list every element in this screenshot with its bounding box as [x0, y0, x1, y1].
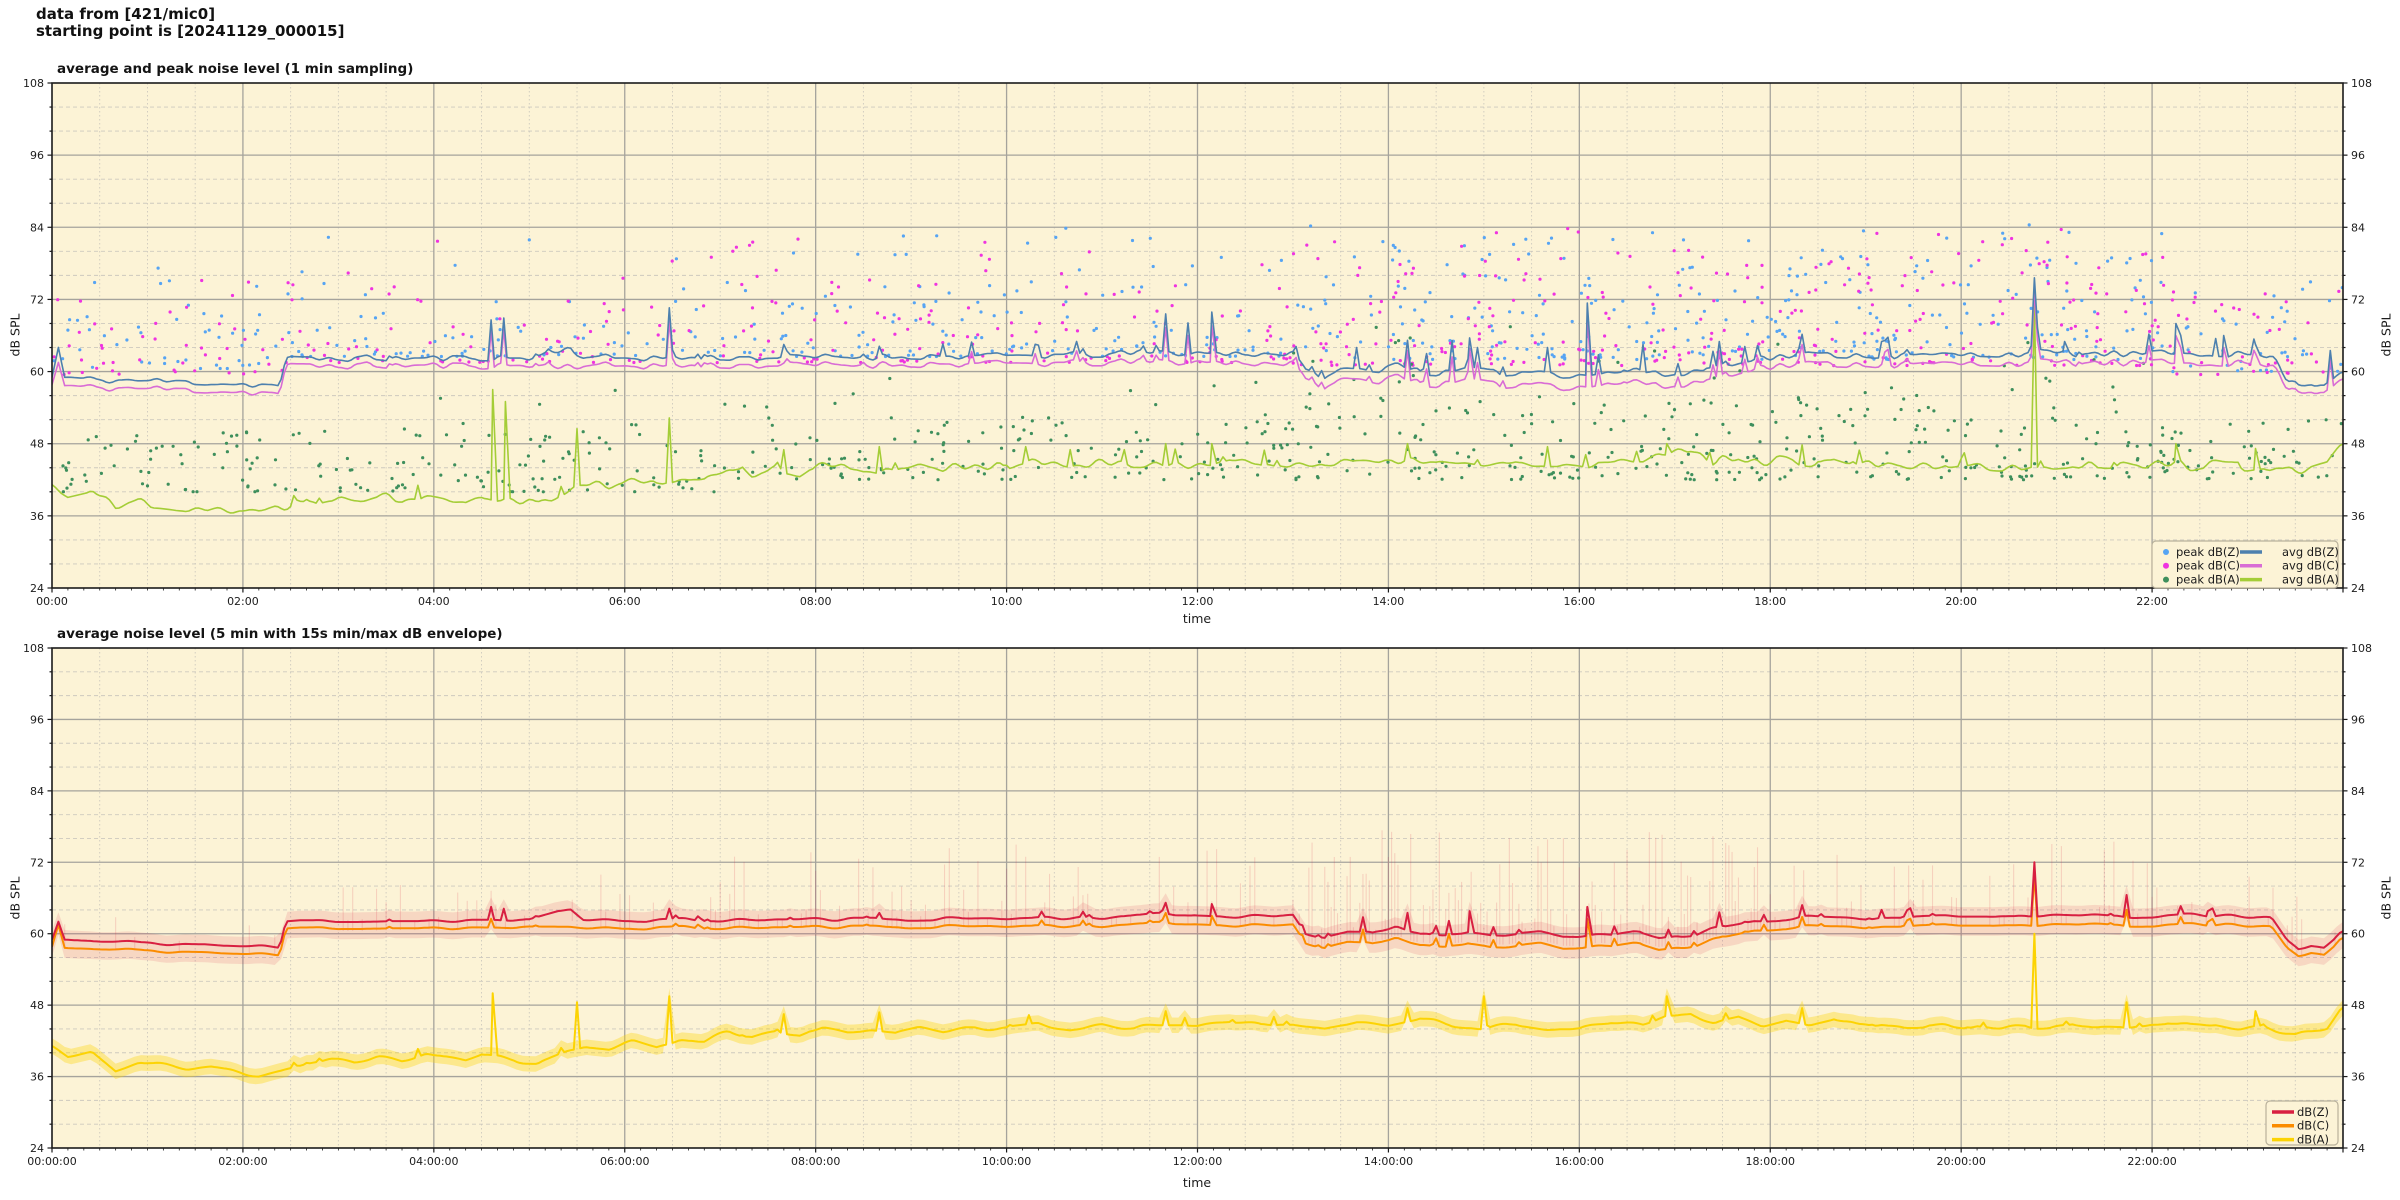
legend-label: avg dB(Z) — [2282, 545, 2339, 559]
svg-text:108: 108 — [23, 642, 44, 655]
legend-label: avg dB(C) — [2282, 559, 2339, 573]
max-envelope-spikes — [64, 830, 2336, 959]
top-yaxis-label-right: dB SPL — [2378, 313, 2394, 357]
line-db-z- — [52, 861, 2343, 951]
svg-text:10:00: 10:00 — [991, 595, 1023, 608]
svg-text:72: 72 — [30, 293, 44, 306]
svg-text:22:00: 22:00 — [2136, 595, 2168, 608]
top-xaxis-label: time — [1182, 611, 1212, 626]
svg-text:02:00: 02:00 — [227, 595, 259, 608]
svg-text:06:00:00: 06:00:00 — [600, 1155, 649, 1168]
svg-text:24: 24 — [2351, 582, 2365, 595]
svg-text:00:00:00: 00:00:00 — [27, 1155, 76, 1168]
header-source: data from [421/mic0] — [36, 5, 216, 23]
line-avg-db-z- — [52, 277, 2343, 388]
line-db-c- — [52, 873, 2343, 958]
svg-text:108: 108 — [23, 77, 44, 90]
svg-text:96: 96 — [2351, 149, 2365, 162]
line-avg-db-c- — [52, 289, 2343, 396]
svg-text:18:00:00: 18:00:00 — [1746, 1155, 1795, 1168]
svg-text:22:00:00: 22:00:00 — [2127, 1155, 2176, 1168]
bottom-chart-title: average noise level (5 min with 15s min/… — [57, 626, 503, 642]
svg-text:48: 48 — [30, 999, 44, 1012]
header-start-point: starting point is [20241129_000015] — [36, 22, 345, 40]
svg-text:16:00: 16:00 — [1563, 595, 1595, 608]
svg-text:02:00:00: 02:00:00 — [218, 1155, 267, 1168]
svg-text:24: 24 — [2351, 1142, 2365, 1155]
minmax-haze-gold — [52, 988, 2343, 1085]
svg-text:48: 48 — [2351, 999, 2365, 1012]
svg-text:96: 96 — [2351, 713, 2365, 726]
legend-label: dB(A) — [2297, 1132, 2329, 1146]
svg-text:12:00:00: 12:00:00 — [1173, 1155, 1222, 1168]
svg-text:10:00:00: 10:00:00 — [982, 1155, 1031, 1168]
svg-text:08:00:00: 08:00:00 — [791, 1155, 840, 1168]
svg-text:108: 108 — [2351, 77, 2372, 90]
gridlines — [52, 83, 2343, 588]
svg-text:84: 84 — [30, 221, 44, 234]
plot-area — [52, 830, 2343, 1085]
svg-text:84: 84 — [2351, 785, 2365, 798]
svg-text:36: 36 — [2351, 1071, 2365, 1084]
bottom-yaxis-label-right: dB SPL — [2378, 876, 2394, 920]
svg-text:20:00:00: 20:00:00 — [1936, 1155, 1985, 1168]
svg-text:04:00: 04:00 — [418, 595, 450, 608]
svg-text:96: 96 — [30, 149, 44, 162]
svg-text:24: 24 — [30, 1142, 44, 1155]
legend-label: peak dB(Z) — [2176, 545, 2240, 559]
svg-text:14:00:00: 14:00:00 — [1364, 1155, 1413, 1168]
svg-text:84: 84 — [2351, 221, 2365, 234]
svg-text:72: 72 — [30, 856, 44, 869]
svg-text:00:00: 00:00 — [36, 595, 68, 608]
svg-text:14:00: 14:00 — [1373, 595, 1405, 608]
legend: peak dB(Z)peak dB(C)peak dB(A)avg dB(Z)a… — [2151, 540, 2339, 589]
legend-label: dB(Z) — [2297, 1105, 2329, 1119]
svg-text:60: 60 — [2351, 366, 2365, 379]
svg-text:08:00: 08:00 — [800, 595, 832, 608]
svg-text:24: 24 — [30, 582, 44, 595]
legend: dB(Z)dB(C)dB(A) — [2265, 1100, 2339, 1146]
svg-text:16:00:00: 16:00:00 — [1555, 1155, 1604, 1168]
line-avg-db-a- — [52, 304, 2343, 514]
svg-text:48: 48 — [2351, 438, 2365, 451]
svg-text:18:00: 18:00 — [1754, 595, 1786, 608]
svg-text:72: 72 — [2351, 856, 2365, 869]
svg-text:60: 60 — [30, 366, 44, 379]
svg-text:12:00: 12:00 — [1182, 595, 1214, 608]
svg-text:84: 84 — [30, 785, 44, 798]
scatter-peak-db-z- — [52, 223, 2343, 374]
minmax-haze-red — [52, 885, 2343, 967]
svg-text:04:00:00: 04:00:00 — [409, 1155, 458, 1168]
line-db-a- — [52, 932, 2343, 1078]
bottom-yaxis-label-left: dB SPL — [7, 876, 23, 920]
svg-text:36: 36 — [2351, 510, 2365, 523]
legend-label: peak dB(C) — [2176, 559, 2240, 573]
svg-text:48: 48 — [30, 438, 44, 451]
svg-text:72: 72 — [2351, 293, 2365, 306]
svg-text:36: 36 — [30, 510, 44, 523]
svg-text:96: 96 — [30, 713, 44, 726]
svg-text:20:00: 20:00 — [1945, 595, 1977, 608]
top-yaxis-label-left: dB SPL — [7, 313, 23, 357]
svg-text:60: 60 — [30, 928, 44, 941]
gridlines — [52, 648, 2343, 1148]
svg-text:60: 60 — [2351, 928, 2365, 941]
bottom-xaxis-label: time — [1182, 1175, 1212, 1190]
top-chart-title: average and peak noise level (1 min samp… — [57, 61, 414, 77]
legend-label: avg dB(A) — [2282, 572, 2339, 586]
svg-text:36: 36 — [30, 1071, 44, 1084]
legend-label: peak dB(A) — [2176, 572, 2240, 586]
legend-label: dB(C) — [2297, 1119, 2329, 1133]
svg-text:06:00: 06:00 — [609, 595, 641, 608]
plot-area — [52, 223, 2343, 514]
svg-text:108: 108 — [2351, 642, 2372, 655]
